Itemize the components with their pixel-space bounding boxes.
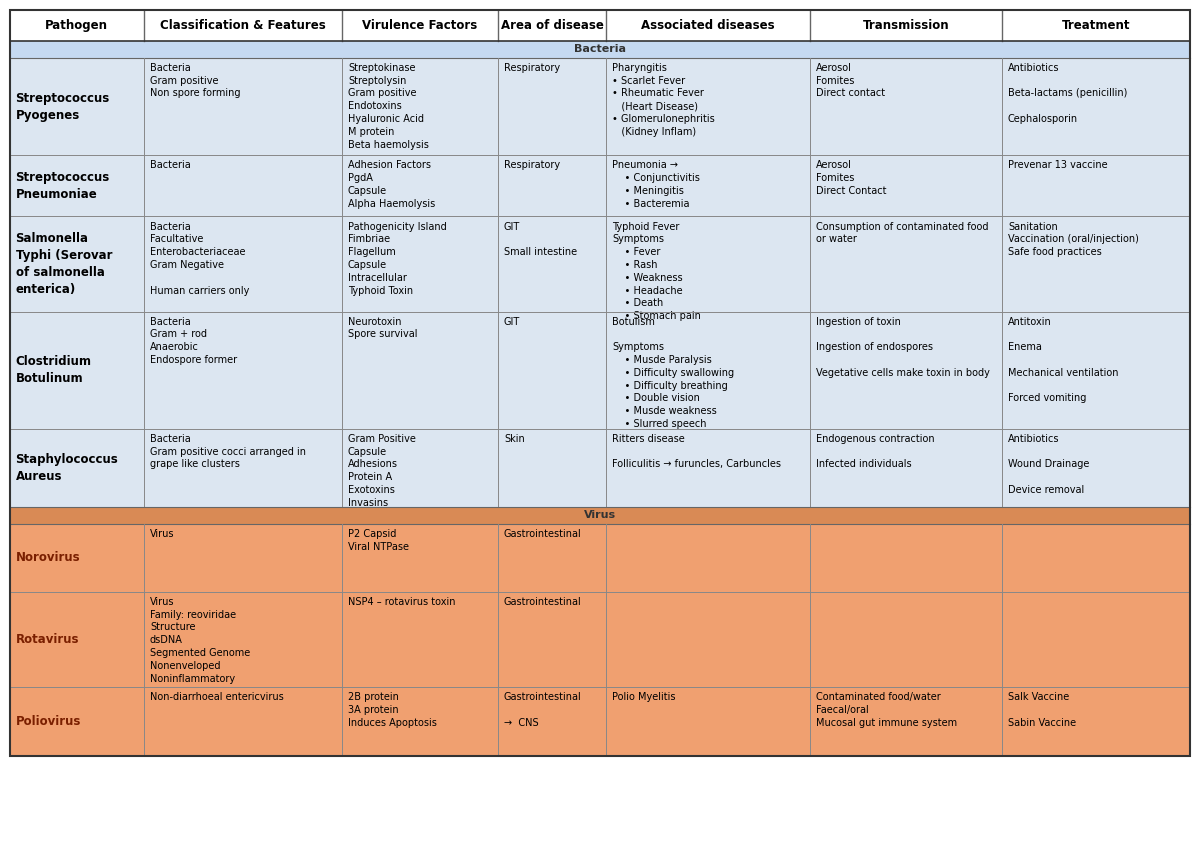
Text: Pneumonia →
    • Conjunctivitis
    • Meningitis
    • Bacteremia: Pneumonia → • Conjunctivitis • Meningiti… <box>612 160 700 209</box>
Bar <box>10 10 1190 756</box>
Text: Transmission: Transmission <box>863 19 949 32</box>
Text: Gram Positive
Capsule
Adhesions
Protein A
Exotoxins
Invasins: Gram Positive Capsule Adhesions Protein … <box>348 434 416 508</box>
Text: Neurotoxin
Spore survival: Neurotoxin Spore survival <box>348 317 418 340</box>
Text: Associated diseases: Associated diseases <box>641 19 775 32</box>
Text: Ritters disease

Folliculitis → furuncles, Carbuncles: Ritters disease Folliculitis → furuncles… <box>612 434 781 469</box>
Bar <box>10 10 1190 41</box>
Text: Skin: Skin <box>504 434 524 444</box>
Text: Non-diarrhoeal entericvirus: Non-diarrhoeal entericvirus <box>150 692 283 702</box>
Bar <box>10 524 1190 592</box>
Text: Bacteria: Bacteria <box>574 44 626 54</box>
Text: Botulism

Symptoms
    • Musde Paralysis
    • Difficulty swallowing
    • Diffi: Botulism Symptoms • Musde Paralysis • Di… <box>612 317 734 429</box>
Text: Bacteria
Gram + rod
Anaerobic
Endospore former: Bacteria Gram + rod Anaerobic Endospore … <box>150 317 238 365</box>
Text: Bacteria
Gram positive cocci arranged in
grape like clusters: Bacteria Gram positive cocci arranged in… <box>150 434 306 469</box>
Bar <box>10 312 1190 429</box>
Bar <box>10 429 1190 507</box>
Text: 2B protein
3A protein
Induces Apoptosis: 2B protein 3A protein Induces Apoptosis <box>348 692 437 728</box>
Text: Gastrointestinal: Gastrointestinal <box>504 597 582 607</box>
Text: Sanitation
Vaccination (oral/injection)
Safe food practices: Sanitation Vaccination (oral/injection) … <box>1008 222 1139 257</box>
Bar <box>10 58 1190 155</box>
Text: Endogenous contraction

Infected individuals: Endogenous contraction Infected individu… <box>816 434 935 469</box>
Bar <box>10 687 1190 756</box>
Text: Ingestion of toxin

Ingestion of endospores

Vegetative cells make toxin in body: Ingestion of toxin Ingestion of endospor… <box>816 317 990 378</box>
Text: Typhoid Fever
Symptoms
    • Fever
    • Rash
    • Weakness
    • Headache
    : Typhoid Fever Symptoms • Fever • Rash • … <box>612 222 701 321</box>
Text: Virulence Factors: Virulence Factors <box>362 19 478 32</box>
Bar <box>10 216 1190 312</box>
Text: Contaminated food/water
Faecal/oral
Mucosal gut immune system: Contaminated food/water Faecal/oral Muco… <box>816 692 958 728</box>
Text: Streptokinase
Streptolysin
Gram positive
Endotoxins
Hyaluronic Acid
M protein
Be: Streptokinase Streptolysin Gram positive… <box>348 63 428 149</box>
Text: Prevenar 13 vaccine: Prevenar 13 vaccine <box>1008 160 1108 171</box>
Text: Gastrointestinal: Gastrointestinal <box>504 529 582 539</box>
Bar <box>10 507 1190 524</box>
Text: Area of disease: Area of disease <box>500 19 604 32</box>
Text: Polio Myelitis: Polio Myelitis <box>612 692 676 702</box>
Text: P2 Capsid
Viral NTPase: P2 Capsid Viral NTPase <box>348 529 409 552</box>
Text: Salk Vaccine

Sabin Vaccine: Salk Vaccine Sabin Vaccine <box>1008 692 1076 728</box>
Text: Consumption of contaminated food
or water: Consumption of contaminated food or wate… <box>816 222 989 245</box>
Text: NSP4 – rotavirus toxin: NSP4 – rotavirus toxin <box>348 597 456 607</box>
Text: Poliovirus: Poliovirus <box>16 715 80 728</box>
Text: Rotavirus: Rotavirus <box>16 633 79 646</box>
Text: Pathogen: Pathogen <box>46 19 108 32</box>
Text: Pathogenicity Island
Fimbriae
Flagellum
Capsule
Intracellular
Typhoid Toxin: Pathogenicity Island Fimbriae Flagellum … <box>348 222 446 295</box>
Text: Pharyngitis
• Scarlet Fever
• Rheumatic Fever
   (Heart Disease)
• Glomeruloneph: Pharyngitis • Scarlet Fever • Rheumatic … <box>612 63 715 137</box>
Text: Virus
Family: reoviridae
Structure
dsDNA
Segmented Genome
Nonenveloped
Noninflam: Virus Family: reoviridae Structure dsDNA… <box>150 597 251 683</box>
Text: Antibiotics

Beta-lactams (penicillin)

Cephalosporin: Antibiotics Beta-lactams (penicillin) Ce… <box>1008 63 1127 124</box>
Text: Streptococcus
Pyogenes: Streptococcus Pyogenes <box>16 92 110 121</box>
Text: Classification & Features: Classification & Features <box>160 19 326 32</box>
Text: Virus: Virus <box>150 529 174 539</box>
Text: Streptococcus
Pneumoniae: Streptococcus Pneumoniae <box>16 171 110 201</box>
Text: Antibiotics

Wound Drainage

Device removal: Antibiotics Wound Drainage Device remova… <box>1008 434 1090 495</box>
Text: GIT: GIT <box>504 317 521 327</box>
Text: Gastrointestinal

→  CNS: Gastrointestinal → CNS <box>504 692 582 728</box>
Text: Norovirus: Norovirus <box>16 551 80 565</box>
Text: Bacteria
Facultative
Enterobacteriaceae
Gram Negative

Human carriers only: Bacteria Facultative Enterobacteriaceae … <box>150 222 250 295</box>
Text: Treatment: Treatment <box>1062 19 1130 32</box>
Text: Aerosol
Fomites
Direct Contact: Aerosol Fomites Direct Contact <box>816 160 887 196</box>
Text: Aerosol
Fomites
Direct contact: Aerosol Fomites Direct contact <box>816 63 886 98</box>
Text: Bacteria
Gram positive
Non spore forming: Bacteria Gram positive Non spore forming <box>150 63 240 98</box>
Bar <box>10 155 1190 216</box>
Bar <box>10 592 1190 687</box>
Text: Clostridium
Botulinum: Clostridium Botulinum <box>16 355 91 385</box>
Text: GIT

Small intestine: GIT Small intestine <box>504 222 577 257</box>
Text: Salmonella
Typhi (Serovar
of salmonella
enterica): Salmonella Typhi (Serovar of salmonella … <box>16 232 112 296</box>
Text: Staphylococcus
Aureus: Staphylococcus Aureus <box>16 453 119 483</box>
Bar <box>10 41 1190 58</box>
Text: Adhesion Factors
PgdA
Capsule
Alpha Haemolysis: Adhesion Factors PgdA Capsule Alpha Haem… <box>348 160 436 209</box>
Text: Respiratory: Respiratory <box>504 160 560 171</box>
Text: Virus: Virus <box>584 510 616 520</box>
Text: Bacteria: Bacteria <box>150 160 191 171</box>
Text: Antitoxin

Enema

Mechanical ventilation

Forced vomiting: Antitoxin Enema Mechanical ventilation F… <box>1008 317 1118 403</box>
Text: Respiratory: Respiratory <box>504 63 560 73</box>
